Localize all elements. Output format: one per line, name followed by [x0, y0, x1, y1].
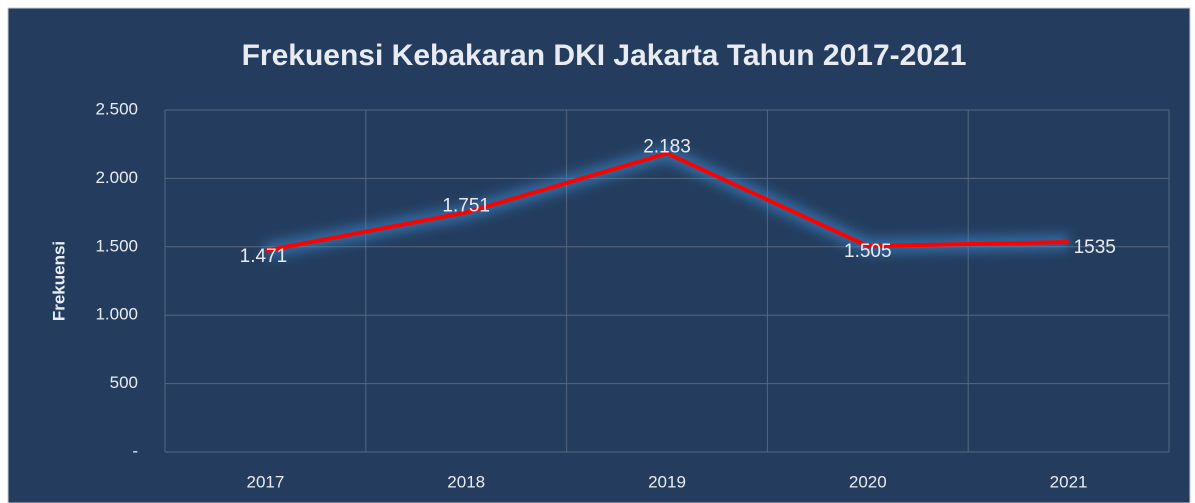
x-tick-label: 2018	[447, 472, 485, 491]
y-tick-label: -	[132, 441, 138, 460]
x-tick-label: 2019	[648, 472, 686, 491]
data-label: 1535	[1074, 237, 1116, 258]
y-axis-title: Frekuensi	[49, 241, 68, 321]
y-tick-label: 1.000	[95, 305, 138, 324]
line	[265, 151, 1069, 253]
chart-background	[7, 7, 1191, 503]
x-tick-label: 2017	[246, 472, 284, 491]
y-tick-label: 2.500	[95, 99, 138, 118]
data-label: 1.751	[442, 195, 490, 216]
y-tick-label: 1.500	[95, 236, 138, 255]
data-label: 1.471	[240, 246, 288, 267]
data-label: 1.505	[844, 241, 892, 262]
y-tick-label: 500	[110, 373, 138, 392]
chart-title: Frekuensi Kebakaran DKI Jakarta Tahun 20…	[242, 39, 967, 72]
x-tick-label: 2021	[1050, 472, 1088, 491]
data-label: 2.183	[643, 136, 691, 157]
y-tick-label: 2.000	[95, 168, 138, 187]
x-tick-label: 2020	[849, 472, 887, 491]
